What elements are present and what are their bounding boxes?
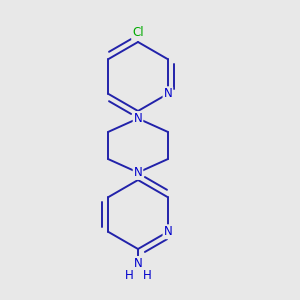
Text: Cl: Cl bbox=[132, 26, 144, 40]
Text: H: H bbox=[142, 269, 152, 282]
Text: N: N bbox=[134, 257, 142, 270]
Text: H: H bbox=[124, 269, 134, 282]
Text: N: N bbox=[134, 112, 142, 125]
Text: N: N bbox=[134, 166, 142, 179]
Text: N: N bbox=[164, 225, 172, 238]
Text: N: N bbox=[164, 87, 172, 100]
